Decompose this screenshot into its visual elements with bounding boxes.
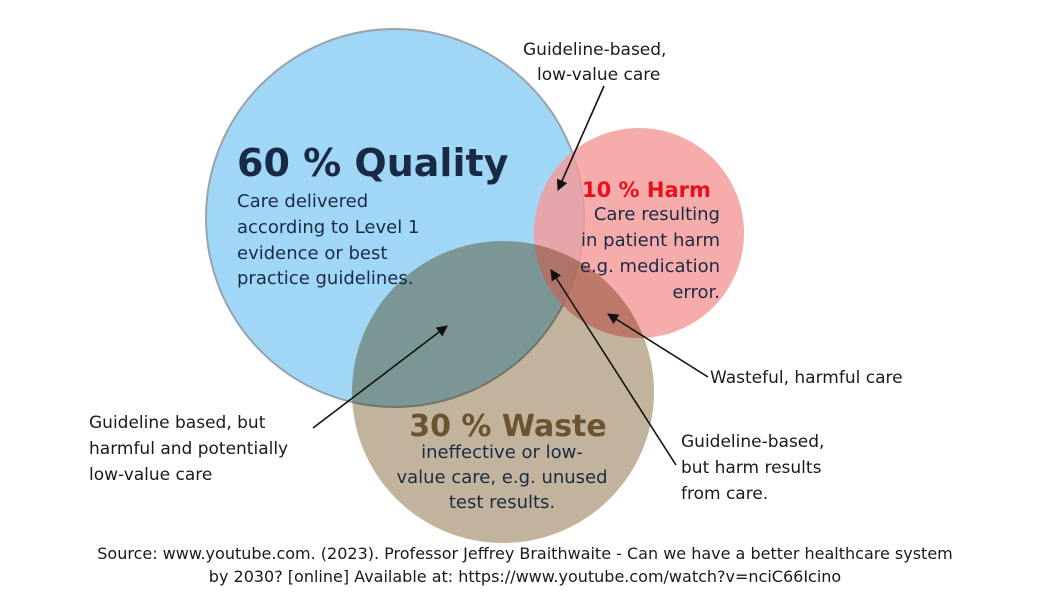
annotation: from care. (681, 484, 768, 504)
harm-title: 10 % Harm (582, 178, 711, 202)
source: by 2030? [online] Available at: https://… (209, 567, 841, 586)
quality-text: evidence or best (237, 243, 387, 264)
annotation: Guideline-based, (681, 432, 824, 452)
arrow (607, 313, 709, 378)
harm-text: error. (672, 282, 720, 303)
annotation: but harm results (681, 458, 822, 478)
source: Source: www.youtube.com. (2023). Profess… (97, 544, 953, 563)
annotation: Wasteful, harmful care (710, 368, 903, 388)
waste-text: test results. (449, 492, 555, 513)
harm-text: Care resulting (594, 204, 720, 225)
quality-title: 60 % Quality (237, 141, 509, 185)
annotation: harmful and potentially (89, 439, 288, 459)
waste-text: ineffective or low- (421, 442, 583, 463)
quality-text: Care delivered (237, 191, 368, 212)
quality-text: practice guidelines. (237, 268, 413, 289)
annotation: low-value care (89, 465, 212, 485)
harm-text: e.g. medication (580, 256, 720, 277)
annotation: Guideline based, but (89, 413, 266, 433)
annotation: Guideline-based, (523, 40, 666, 60)
arrow (556, 85, 605, 192)
waste-title: 30 % Waste (409, 409, 607, 444)
quality-text: according to Level 1 (237, 217, 419, 238)
arrow (312, 325, 448, 429)
annotation: low-value care (537, 65, 660, 85)
waste-circle (352, 241, 654, 543)
arrow (550, 269, 677, 466)
harm-text: in patient harm (581, 230, 720, 251)
waste-text: value care, e.g. unused (396, 467, 607, 488)
